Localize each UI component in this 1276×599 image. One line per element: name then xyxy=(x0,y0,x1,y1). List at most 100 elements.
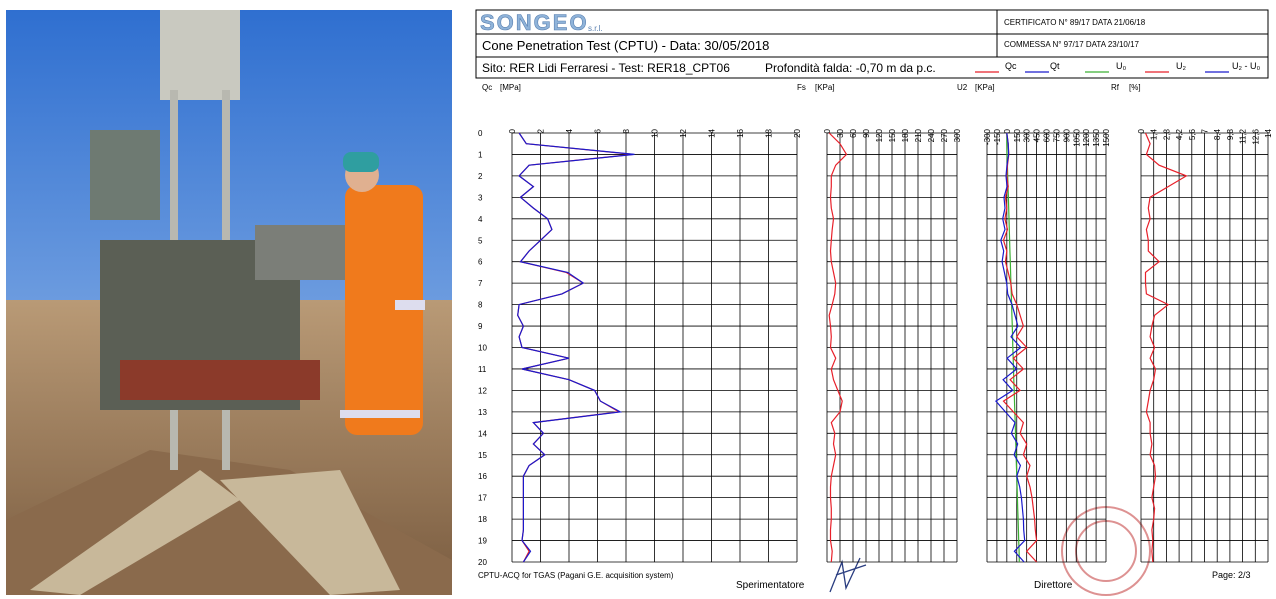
x-tick-label: 1050 xyxy=(1072,128,1081,146)
x-tick-label: 20 xyxy=(793,128,802,137)
x-tick-label: 750 xyxy=(1052,128,1061,142)
site-photo xyxy=(6,10,452,595)
director: Direttore xyxy=(1034,580,1073,591)
depth-tick-label: 15 xyxy=(478,451,487,460)
axis-label: Qc xyxy=(482,83,492,92)
depth-tick-label: 10 xyxy=(478,344,487,353)
x-tick-label: 300 xyxy=(953,128,962,142)
legend-label: Qc xyxy=(1005,61,1017,71)
depth-tick-label: 12 xyxy=(478,386,487,395)
legend-label: Qt xyxy=(1050,61,1060,71)
series-line xyxy=(994,132,1026,563)
software: CPTU-ACQ for TGAS (Pagani G.E. acquisiti… xyxy=(478,571,674,580)
x-tick-label: 600 xyxy=(1043,128,1052,142)
depth-tick-label: 19 xyxy=(478,537,487,546)
depth-tick-label: 9 xyxy=(478,322,483,331)
legend-label: U₂ xyxy=(1176,61,1186,71)
x-tick-label: 270 xyxy=(940,128,949,142)
site: Sito: RER Lidi Ferraresi - Test: RER18_C… xyxy=(482,61,730,75)
axis-unit: [KPa] xyxy=(975,83,995,92)
x-tick-label: 1,4 xyxy=(1150,128,1159,140)
x-tick-label: 90 xyxy=(862,128,871,137)
x-tick-label: 900 xyxy=(1062,128,1071,142)
depth-tick-label: 5 xyxy=(478,236,483,245)
series-line xyxy=(1006,133,1020,563)
x-tick-label: 60 xyxy=(849,128,858,137)
axis-label: Fs xyxy=(797,83,806,92)
x-tick-label: 18 xyxy=(765,128,774,137)
depth-tick-label: 4 xyxy=(478,215,483,224)
depth-tick-label: 20 xyxy=(478,558,487,567)
x-tick-label: 2 xyxy=(537,128,546,133)
x-tick-label: 12 xyxy=(679,128,688,137)
signature xyxy=(829,557,867,593)
depth-tick-label: 11 xyxy=(478,365,487,374)
x-tick-label: 0 xyxy=(823,128,832,133)
axis-unit: [%] xyxy=(1129,83,1141,92)
x-tick-label: 210 xyxy=(914,128,923,142)
axis-unit: [MPa] xyxy=(500,83,521,92)
depth-tick-label: 18 xyxy=(478,515,487,524)
x-tick-label: 1350 xyxy=(1092,128,1101,146)
order: COMMESSA N° 97/17 DATA 23/10/17 xyxy=(1004,40,1140,49)
x-tick-label: 4 xyxy=(565,128,574,133)
depth-tick-label: 2 xyxy=(478,172,483,181)
x-tick-label: 120 xyxy=(875,128,884,142)
x-tick-label: -150 xyxy=(993,128,1002,145)
x-tick-label: 14 xyxy=(708,128,717,137)
logo-suffix: s.r.l. xyxy=(588,24,603,33)
depth-tick-label: 17 xyxy=(478,494,487,503)
x-tick-label: 1500 xyxy=(1102,128,1111,146)
test-title: Cone Penetration Test (CPTU) - Data: 30/… xyxy=(482,38,769,53)
x-tick-label: -300 xyxy=(983,128,992,145)
x-tick-label: 7 xyxy=(1201,128,1210,133)
x-tick-label: 150 xyxy=(1013,128,1022,142)
x-tick-label: 10 xyxy=(651,128,660,137)
x-tick-label: 8,4 xyxy=(1213,128,1222,140)
series-line xyxy=(517,132,635,563)
x-tick-label: 300 xyxy=(1023,128,1032,142)
x-tick-label: 30 xyxy=(836,128,845,137)
series-line xyxy=(828,132,848,563)
depth-tick-label: 6 xyxy=(478,258,483,267)
depth-tick-label: 3 xyxy=(478,193,483,202)
depth-tick-label: 13 xyxy=(478,408,487,417)
legend-label: U₀ xyxy=(1116,61,1126,71)
logo: SONGEO xyxy=(480,10,589,35)
x-tick-label: 14 xyxy=(1264,128,1273,137)
depth-tick-label: 0 xyxy=(478,129,483,138)
x-tick-label: 180 xyxy=(901,128,910,142)
series-line xyxy=(1144,132,1188,563)
depth-tick-label: 8 xyxy=(478,301,483,310)
x-tick-label: 1200 xyxy=(1082,128,1091,146)
certificate: CERTIFICATO N° 89/17 DATA 21/06/18 xyxy=(1004,18,1146,27)
x-tick-label: 5,6 xyxy=(1188,128,1197,140)
x-tick-label: 0 xyxy=(508,128,517,133)
x-tick-label: 150 xyxy=(888,128,897,142)
header xyxy=(475,9,1269,79)
page-number: Page: 2/3 xyxy=(1212,570,1251,580)
depth-tick-label: 7 xyxy=(478,279,483,288)
x-tick-label: 16 xyxy=(736,128,745,137)
x-tick-label: 0 xyxy=(1137,128,1146,133)
axis-label: U2 xyxy=(957,83,968,92)
x-tick-label: 240 xyxy=(927,128,936,142)
water-table: Profondità falda: -0,70 m da p.c. xyxy=(765,61,936,75)
legend-label: U₂ - U₀ xyxy=(1232,61,1260,71)
x-tick-label: 0 xyxy=(1003,128,1012,133)
x-tick-label: 450 xyxy=(1033,128,1042,142)
axis-unit: [KPa] xyxy=(815,83,835,92)
series-line xyxy=(1002,132,1038,563)
x-tick-label: 8 xyxy=(622,128,631,133)
x-tick-label: 9,8 xyxy=(1226,128,1235,140)
x-tick-label: 4,2 xyxy=(1175,128,1184,140)
x-tick-label: 6 xyxy=(594,128,603,133)
depth-tick-label: 14 xyxy=(478,429,487,438)
axis-label: Rf xyxy=(1111,83,1120,92)
operator: Sperimentatore xyxy=(736,580,805,591)
x-tick-label: 12,6 xyxy=(1251,128,1260,144)
x-tick-label: 2,8 xyxy=(1162,128,1171,140)
depth-tick-label: 1 xyxy=(478,150,483,159)
